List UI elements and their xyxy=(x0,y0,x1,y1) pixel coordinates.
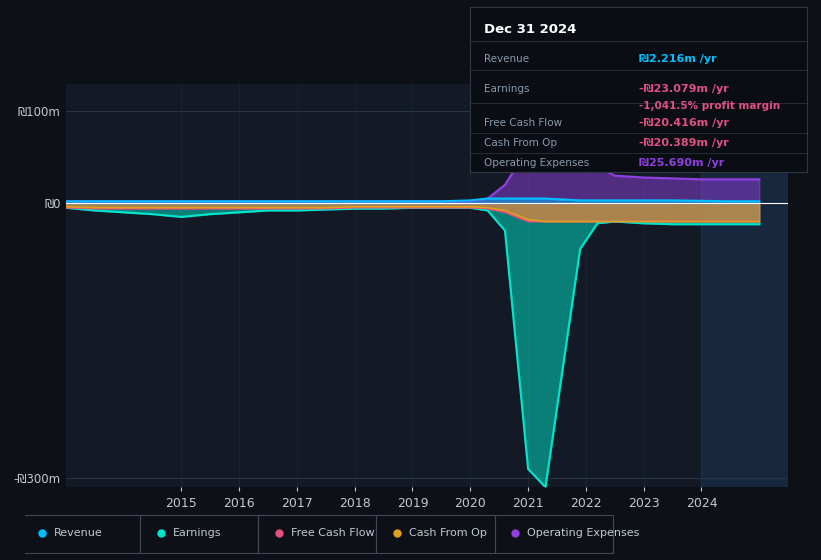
Text: Operating Expenses: Operating Expenses xyxy=(527,529,640,538)
Text: -₪20.416m /yr: -₪20.416m /yr xyxy=(639,118,729,128)
Text: Earnings: Earnings xyxy=(484,85,530,94)
Text: Dec 31 2024: Dec 31 2024 xyxy=(484,24,576,36)
Text: Earnings: Earnings xyxy=(172,529,221,538)
Text: Revenue: Revenue xyxy=(54,529,103,538)
Text: Revenue: Revenue xyxy=(484,54,529,64)
Bar xyxy=(701,84,788,487)
Text: ₪25.690m /yr: ₪25.690m /yr xyxy=(639,158,724,168)
Text: Free Cash Flow: Free Cash Flow xyxy=(484,118,562,128)
Text: ₪2.216m /yr: ₪2.216m /yr xyxy=(639,54,717,64)
Text: Cash From Op: Cash From Op xyxy=(409,529,487,538)
Text: -1,041.5% profit margin: -1,041.5% profit margin xyxy=(639,101,780,111)
Text: -₪20.389m /yr: -₪20.389m /yr xyxy=(639,138,728,148)
Text: Free Cash Flow: Free Cash Flow xyxy=(291,529,374,538)
Text: -₪23.079m /yr: -₪23.079m /yr xyxy=(639,85,728,94)
Text: Cash From Op: Cash From Op xyxy=(484,138,557,148)
Text: Operating Expenses: Operating Expenses xyxy=(484,158,589,168)
